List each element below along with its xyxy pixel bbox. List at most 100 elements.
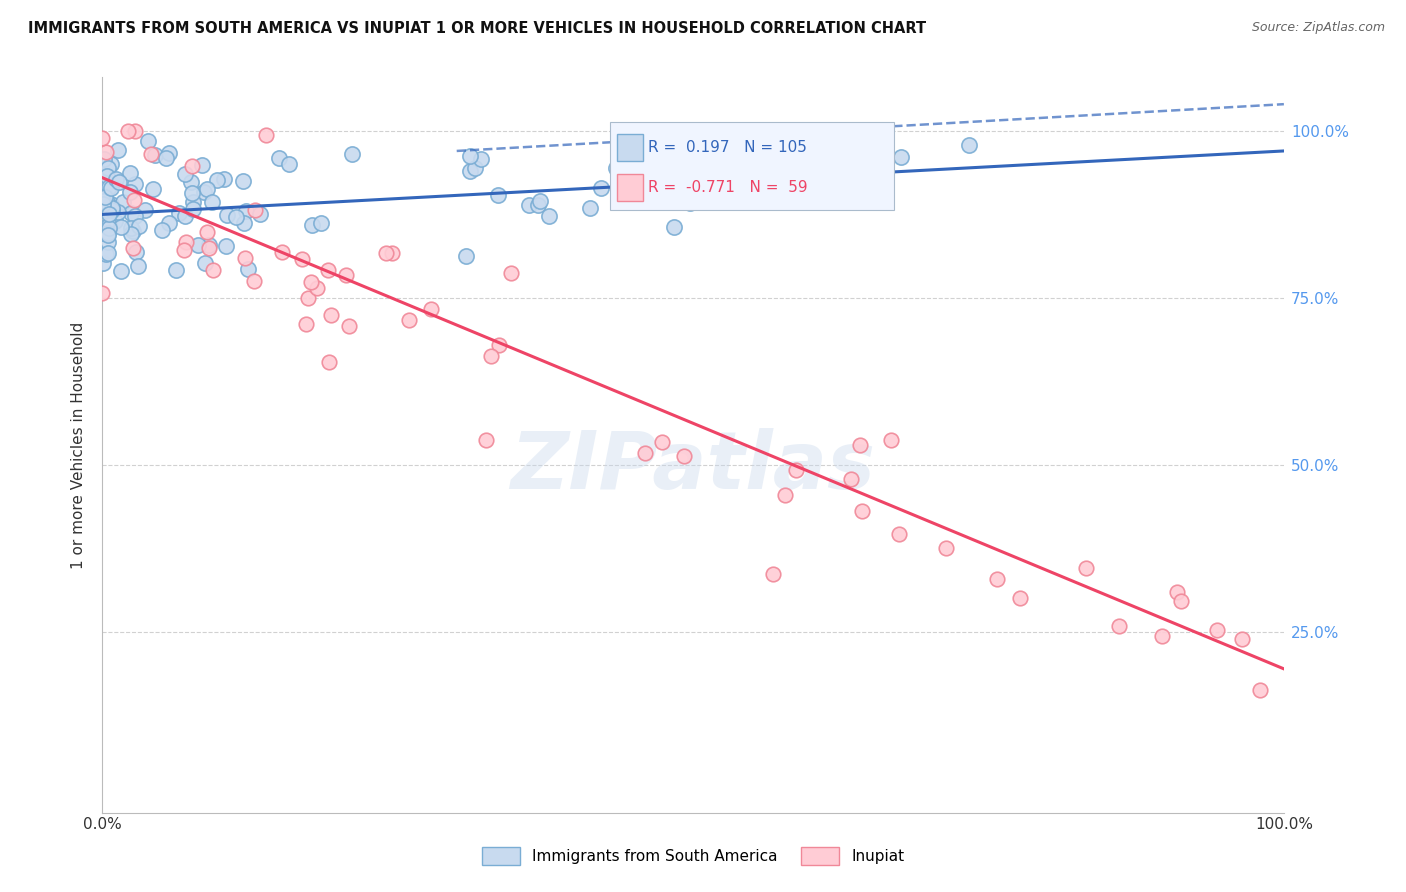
Point — [232, 174, 254, 188]
Point — [93, 180, 115, 194]
Point — [254, 128, 277, 142]
Point — [122, 193, 145, 207]
Point — [180, 175, 202, 189]
Point — [142, 181, 165, 195]
Point — [124, 178, 146, 192]
Point — [96, 169, 118, 183]
Point — [488, 338, 510, 352]
Point — [108, 174, 131, 188]
Point — [233, 252, 256, 266]
Point — [815, 166, 838, 180]
Point — [270, 245, 292, 260]
Point — [97, 207, 120, 221]
Point — [318, 354, 340, 368]
Point — [134, 202, 156, 217]
Point — [101, 201, 124, 215]
Point — [103, 214, 125, 228]
Point — [107, 204, 129, 219]
Point — [890, 150, 912, 164]
Point — [537, 209, 560, 223]
Point — [651, 434, 673, 449]
Text: Source: ZipAtlas.com: Source: ZipAtlas.com — [1251, 21, 1385, 34]
Point — [214, 172, 236, 186]
Point — [143, 148, 166, 162]
Point — [173, 167, 195, 181]
Point — [225, 210, 247, 224]
Point — [589, 181, 612, 195]
Point — [1170, 594, 1192, 608]
Point — [243, 203, 266, 218]
Point — [291, 252, 314, 267]
Point — [120, 166, 142, 180]
Point — [1108, 619, 1130, 633]
Point — [122, 241, 145, 255]
Point — [100, 180, 122, 194]
Point — [97, 220, 120, 235]
Point — [91, 226, 114, 240]
Point — [335, 268, 357, 283]
Point — [121, 224, 143, 238]
Point — [634, 446, 657, 460]
Point — [727, 132, 749, 146]
Text: R =  0.197   N = 105: R = 0.197 N = 105 — [648, 140, 807, 155]
Point — [173, 209, 195, 223]
Point — [785, 463, 807, 477]
Point — [136, 134, 159, 148]
Point — [1230, 632, 1253, 646]
Point — [117, 124, 139, 138]
Point — [97, 180, 120, 194]
Text: ZIPatlas: ZIPatlas — [510, 428, 876, 506]
Point — [202, 263, 225, 277]
Point — [1205, 623, 1227, 637]
Point — [93, 152, 115, 166]
Point — [120, 186, 142, 200]
Point — [464, 161, 486, 176]
Point — [173, 243, 195, 257]
Point — [340, 146, 363, 161]
Point — [398, 313, 420, 327]
Point — [299, 275, 322, 289]
Point — [91, 221, 114, 235]
Point — [174, 235, 197, 249]
Point — [773, 488, 796, 502]
Point — [157, 146, 180, 161]
Point — [420, 301, 443, 316]
Point — [193, 186, 215, 200]
Point — [679, 196, 702, 211]
Point — [150, 222, 173, 236]
Point — [277, 156, 299, 170]
Point — [97, 161, 120, 175]
Point — [242, 275, 264, 289]
Point — [120, 206, 142, 220]
Point — [124, 124, 146, 138]
Point — [479, 349, 502, 363]
Point — [127, 260, 149, 274]
Point — [673, 449, 696, 463]
Point — [1008, 591, 1031, 605]
Point — [307, 280, 329, 294]
Point — [605, 161, 627, 176]
Point — [195, 226, 218, 240]
Point — [470, 153, 492, 167]
Point — [215, 208, 238, 222]
Point — [110, 263, 132, 277]
Point — [91, 194, 114, 209]
Point — [105, 171, 128, 186]
Point — [475, 433, 498, 447]
Point — [301, 218, 323, 232]
Point — [1150, 629, 1173, 643]
Point — [167, 206, 190, 220]
Point — [97, 246, 120, 260]
Point — [98, 218, 121, 232]
Point — [517, 197, 540, 211]
Point — [101, 203, 124, 218]
Point — [529, 194, 551, 209]
Point — [458, 163, 481, 178]
Point — [181, 194, 204, 209]
Point — [98, 205, 121, 219]
Point — [986, 572, 1008, 586]
Point — [848, 438, 870, 452]
Point — [297, 291, 319, 305]
Point — [579, 201, 602, 215]
Point — [198, 241, 221, 255]
